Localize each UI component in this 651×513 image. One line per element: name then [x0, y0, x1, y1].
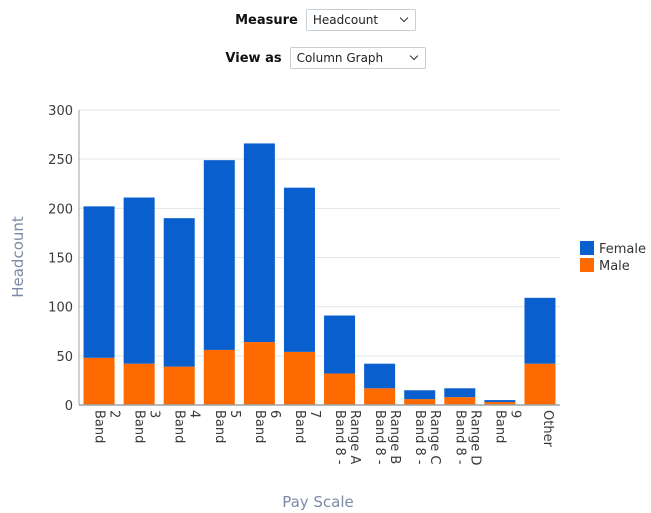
bar-female[interactable]: [83, 206, 115, 358]
x-tick-labels: Band 2 Band 3 Band 4 Band 5 Band 6 Band 7 Band 8 - Ra…: [92, 410, 555, 465]
legend-label-male: Male: [599, 259, 630, 274]
x-tick-label: Band: [212, 410, 227, 443]
y-tick-label: 150: [48, 252, 73, 267]
bar-male[interactable]: [444, 397, 476, 405]
x-tick-label: Other: [540, 410, 555, 448]
legend: Female Male: [580, 241, 646, 274]
bar-male[interactable]: [324, 373, 356, 405]
x-tick-label: Band: [132, 410, 147, 443]
bar-male[interactable]: [364, 388, 396, 405]
axes: [78, 110, 560, 406]
bar-female[interactable]: [203, 160, 235, 350]
x-tick-label: Range B: [387, 410, 402, 464]
measure-select[interactable]: Headcount: [305, 9, 416, 31]
bar-female[interactable]: [524, 297, 556, 364]
x-tick-label: Band 8 -: [372, 410, 387, 465]
bar-female[interactable]: [243, 143, 275, 343]
y-tick-labels: 0 50 100 150 200 250 300: [48, 104, 73, 414]
x-tick-label: Band: [292, 410, 307, 443]
x-tick-label: Band: [92, 410, 107, 443]
view-as-label: View as: [225, 50, 282, 66]
legend-swatch-female: [580, 241, 594, 255]
bar-male[interactable]: [404, 399, 436, 405]
x-tick-label: Range C: [427, 410, 442, 464]
bar-female[interactable]: [123, 197, 155, 364]
x-axis-title: Pay Scale: [282, 493, 354, 511]
bar-male[interactable]: [83, 357, 115, 405]
x-tick-label: Band 8 -: [412, 410, 427, 465]
x-tick-label: 7: [307, 410, 322, 418]
bar-female[interactable]: [404, 390, 436, 400]
view-as-select-value: Column Graph: [296, 51, 384, 65]
bar-female[interactable]: [444, 388, 476, 398]
y-tick-label: 300: [48, 104, 73, 119]
y-tick-label: 50: [56, 350, 73, 365]
x-tick-label: Band: [252, 410, 267, 443]
bar-male[interactable]: [203, 349, 235, 405]
bar-female[interactable]: [163, 218, 195, 367]
bar-male[interactable]: [524, 363, 556, 405]
x-tick-label: 6: [267, 410, 282, 418]
measure-control: Measure Headcount: [0, 9, 651, 31]
x-tick-label: Range A: [347, 410, 362, 464]
bar-male[interactable]: [484, 402, 516, 405]
view-as-select[interactable]: Column Graph: [289, 47, 426, 69]
x-tick-label: Band 8 -: [332, 410, 347, 465]
x-tick-label: 2: [107, 410, 122, 418]
view-as-control: View as Column Graph: [0, 47, 651, 69]
bar-male[interactable]: [163, 366, 195, 405]
legend-swatch-male: [580, 258, 594, 272]
y-axis-title: Headcount: [9, 216, 27, 298]
bar-female[interactable]: [324, 315, 356, 374]
y-tick-label: 0: [65, 399, 73, 414]
y-tick-label: 100: [48, 301, 73, 316]
bar-male[interactable]: [243, 342, 275, 405]
grid-lines: [79, 109, 560, 357]
bar-female[interactable]: [364, 363, 396, 389]
x-tick-label: Band: [172, 410, 187, 443]
bar-female[interactable]: [484, 400, 516, 403]
measure-select-value: Headcount: [312, 13, 379, 27]
y-tick-label: 200: [48, 202, 73, 217]
bar-male[interactable]: [123, 363, 155, 405]
bar-female[interactable]: [283, 187, 315, 352]
legend-label-female: Female: [599, 242, 646, 257]
x-tick-label: Band: [492, 410, 507, 443]
y-tick-label: 250: [48, 153, 73, 168]
x-tick-label: 3: [147, 410, 162, 418]
bar-male[interactable]: [283, 351, 315, 405]
x-tick-label: Range D: [467, 410, 482, 465]
x-tick-label: 5: [227, 410, 242, 418]
x-tick-label: Band 8 -: [452, 410, 467, 465]
measure-label: Measure: [235, 12, 298, 28]
bars: [83, 143, 556, 405]
x-tick-label: 9: [507, 410, 522, 418]
x-tick-label: 4: [187, 410, 202, 418]
